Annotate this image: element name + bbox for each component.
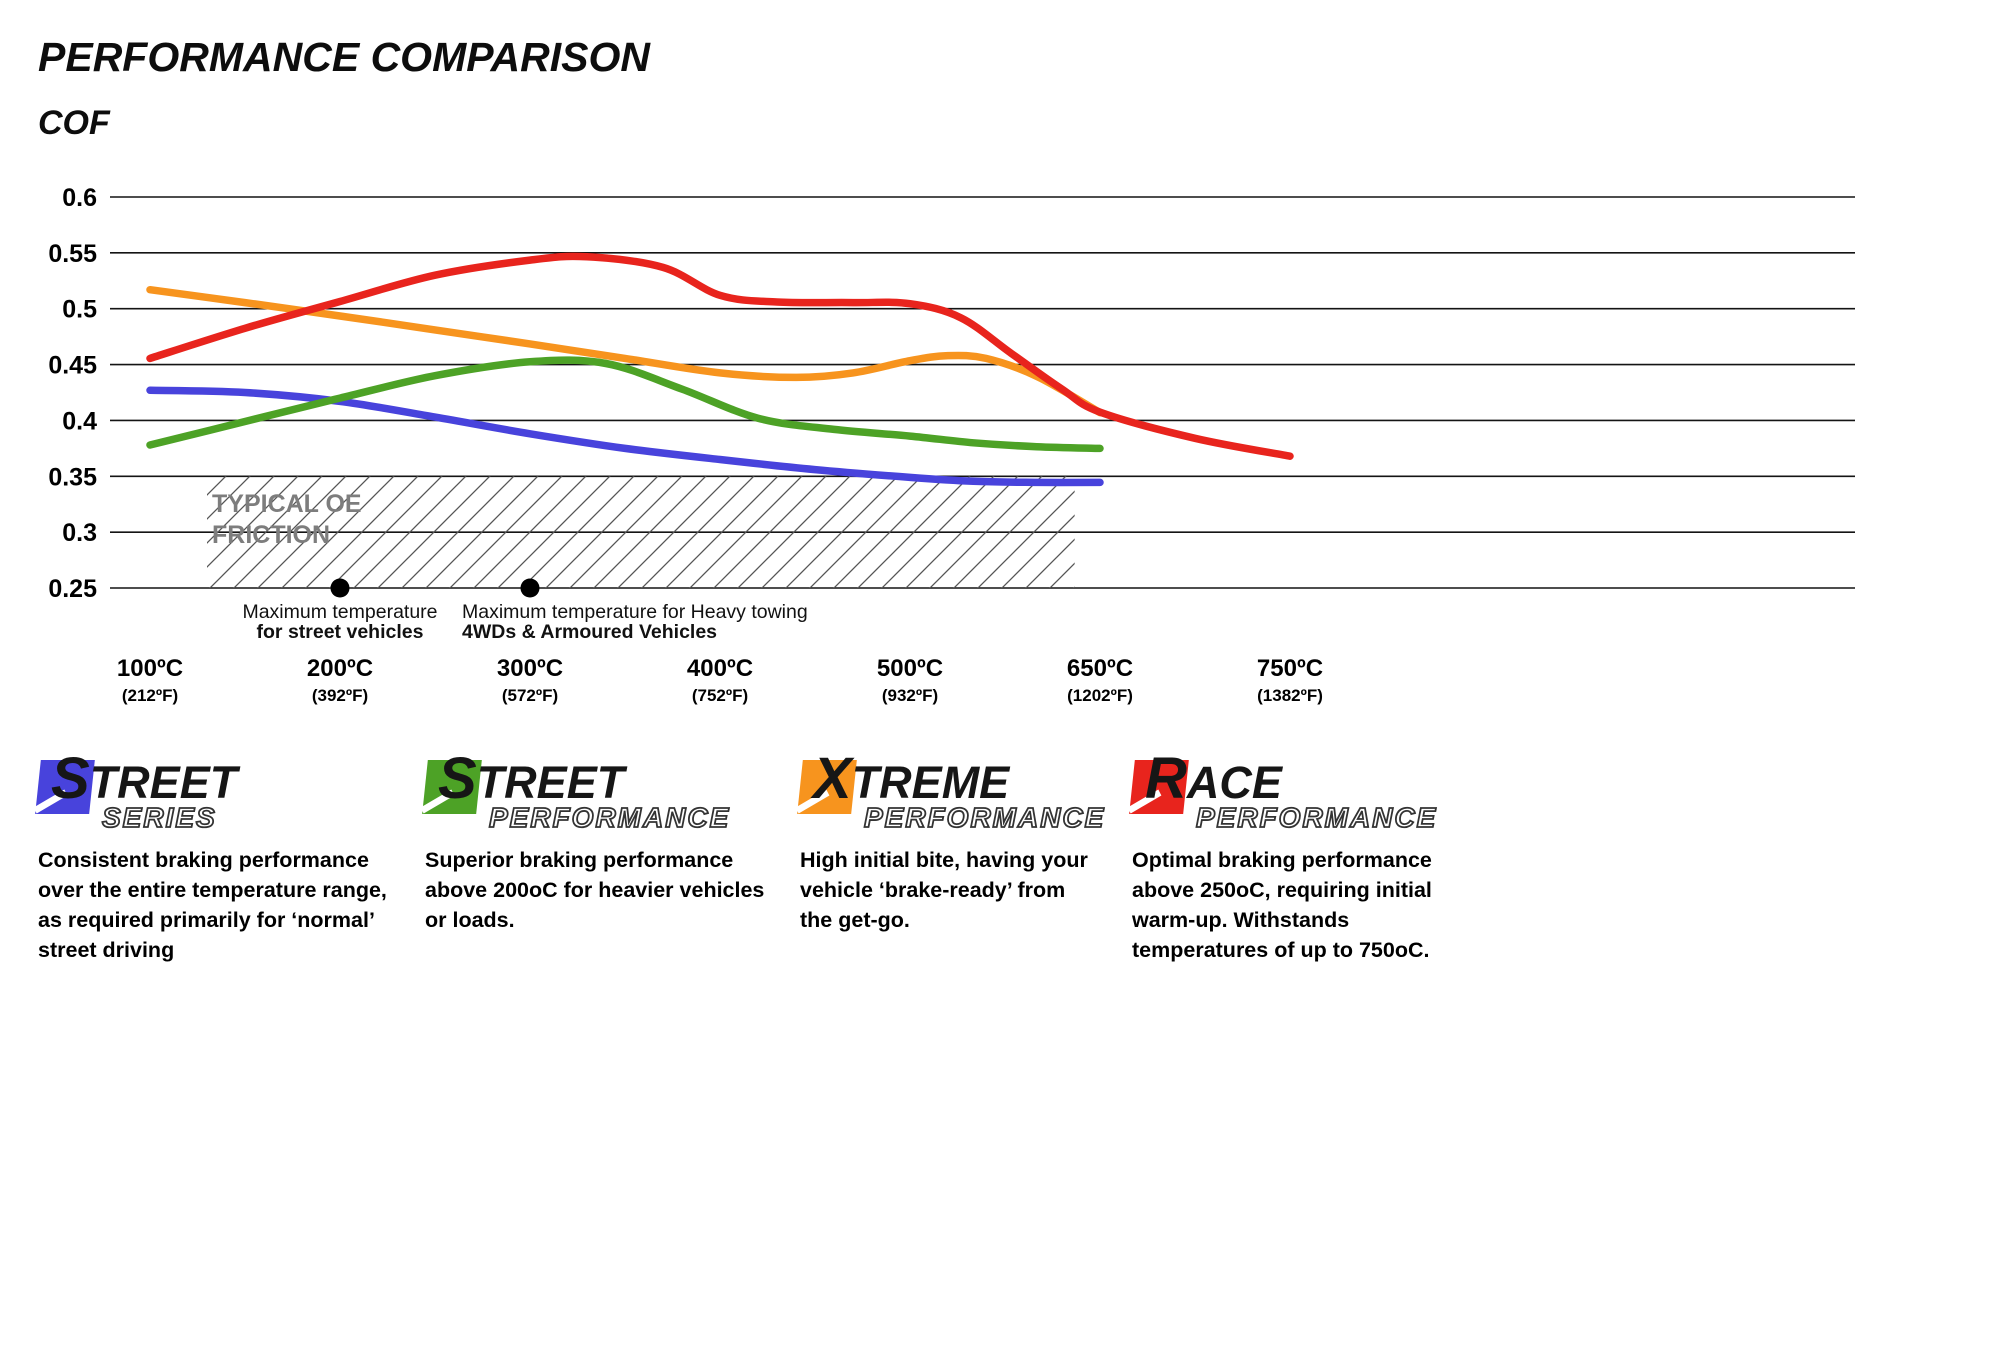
annotation-line2: for street vehicles xyxy=(256,621,424,643)
logo-rest-letters: TREME xyxy=(851,757,1010,808)
logo-wordmark: XTREME xyxy=(813,745,1009,812)
x-tick-celsius: 300ºC xyxy=(496,655,564,682)
x-tick-fahrenheit: (572ºF) xyxy=(501,686,559,705)
x-tick-celsius: 200ºC xyxy=(306,655,374,682)
x-tick-750: 750ºC (1382ºF) xyxy=(1195,655,1385,706)
street-performance-description: Superior braking performance above 200oC… xyxy=(425,848,765,933)
oe-band-label-line2: FRICTION xyxy=(212,521,330,549)
logo-subtitle: SERIES xyxy=(101,801,217,834)
street-series-description: Consistent braking performance over the … xyxy=(38,848,387,963)
cof-line-chart: 0.6 0.55 0.5 0.45 0.4 0.35 0.3 0.25 TYPICAL OE FR… xyxy=(48,184,1855,603)
x-tick-300: 300ºC (572ºF) xyxy=(435,655,625,706)
legend-street-performance: STREET PERFORMANCE Superior braking perf… xyxy=(420,746,781,935)
y-tick-label: 0.45 xyxy=(48,352,97,380)
annotation-street-max-temp: Maximum temperature for street vehicles xyxy=(225,602,455,642)
x-tick-500: 500ºC (932ºF) xyxy=(815,655,1005,706)
x-tick-100: 100ºC (212ºF) xyxy=(55,655,245,706)
x-tick-400: 400ºC (752ºF) xyxy=(625,655,815,706)
x-tick-fahrenheit: (392ºF) xyxy=(311,686,369,705)
annotation-line1: Maximum temperature for Heavy towing xyxy=(462,601,808,623)
logo-rest-letters: ACE xyxy=(1186,757,1282,808)
logo-wordmark: STREET xyxy=(438,745,624,812)
y-tick-label: 0.4 xyxy=(62,407,97,435)
annotation-heavy-towing-max-temp: Maximum temperature for Heavy towing 4WD… xyxy=(462,602,922,642)
logo-subtitle: PERFORMANCE xyxy=(488,801,731,834)
logo-first-letter: S xyxy=(51,746,90,811)
logo-subtitle: PERFORMANCE xyxy=(863,801,1106,834)
y-tick-label: 0.5 xyxy=(62,296,97,324)
series-street-performance xyxy=(146,356,1104,453)
logo-subtitle: PERFORMANCE xyxy=(1195,801,1438,834)
race-performance-logo: RACE PERFORMANCE xyxy=(1127,746,1478,845)
y-tick-label: 0.3 xyxy=(62,519,97,547)
annotation-line2: 4WDs & Armoured Vehicles xyxy=(462,621,718,643)
logo-rest-letters: TREET xyxy=(89,757,238,808)
street-performance-logo: STREET PERFORMANCE xyxy=(420,746,781,845)
race-performance-description: Optimal braking performance above 250oC,… xyxy=(1132,848,1432,963)
xtreme-performance-description: High initial bite, having your vehicle ‘… xyxy=(800,848,1088,933)
x-tick-celsius: 400ºC xyxy=(686,655,754,682)
legend-street-series: STREET SERIES Consistent braking perform… xyxy=(33,746,398,965)
max-temp-marker-dot xyxy=(330,578,350,598)
x-tick-fahrenheit: (752ºF) xyxy=(691,686,749,705)
y-axis-title: COF xyxy=(38,104,110,142)
y-tick-label: 0.55 xyxy=(48,240,97,268)
oe-band-label-line1: TYPICAL OE xyxy=(212,490,362,518)
max-temp-marker-dot xyxy=(520,578,540,598)
y-tick-label: 0.25 xyxy=(48,575,97,603)
x-tick-celsius: 750ºC xyxy=(1256,655,1324,682)
logo-first-letter: R xyxy=(1145,746,1187,811)
series-race-performance xyxy=(146,252,1294,460)
x-tick-650: 650ºC (1202ºF) xyxy=(1005,655,1195,706)
page-title: PERFORMANCE COMPARISON xyxy=(38,34,650,80)
x-tick-celsius: 500ºC xyxy=(876,655,944,682)
x-tick-fahrenheit: (932ºF) xyxy=(881,686,939,705)
x-axis-labels: 100ºC (212ºF) 200ºC (392ºF) 300ºC (572ºF) 400º… xyxy=(0,655,2000,725)
product-legend: STREET SERIES Consistent braking perform… xyxy=(0,746,2000,1037)
logo-first-letter: X xyxy=(813,746,852,811)
logo-wordmark: RACE xyxy=(1145,745,1282,812)
x-tick-fahrenheit: (212ºF) xyxy=(121,686,179,705)
typical-oe-friction-band xyxy=(207,476,1075,588)
x-tick-celsius: 100ºC xyxy=(116,655,184,682)
x-tick-celsius: 650ºC xyxy=(1066,655,1134,682)
logo-first-letter: S xyxy=(438,746,477,811)
x-tick-fahrenheit: (1202ºF) xyxy=(1067,686,1133,705)
logo-wordmark: STREET xyxy=(51,745,237,812)
series-street-series xyxy=(146,386,1104,487)
series-xtreme-performance xyxy=(146,285,1104,417)
legend-race-performance: RACE PERFORMANCE Optimal braking perform… xyxy=(1127,746,1478,965)
street-series-logo: STREET SERIES xyxy=(33,746,398,845)
annotation-line1: Maximum temperature xyxy=(242,601,438,623)
logo-rest-letters: TREET xyxy=(476,757,625,808)
y-tick-label: 0.35 xyxy=(48,463,97,491)
y-tick-label: 0.6 xyxy=(62,184,97,212)
legend-xtreme-performance: XTREME PERFORMANCE High initial bite, ha… xyxy=(795,746,1104,935)
x-tick-fahrenheit: (1382ºF) xyxy=(1257,686,1323,705)
x-tick-200: 200ºC (392ºF) xyxy=(245,655,435,706)
xtreme-performance-logo: XTREME PERFORMANCE xyxy=(795,746,1104,845)
